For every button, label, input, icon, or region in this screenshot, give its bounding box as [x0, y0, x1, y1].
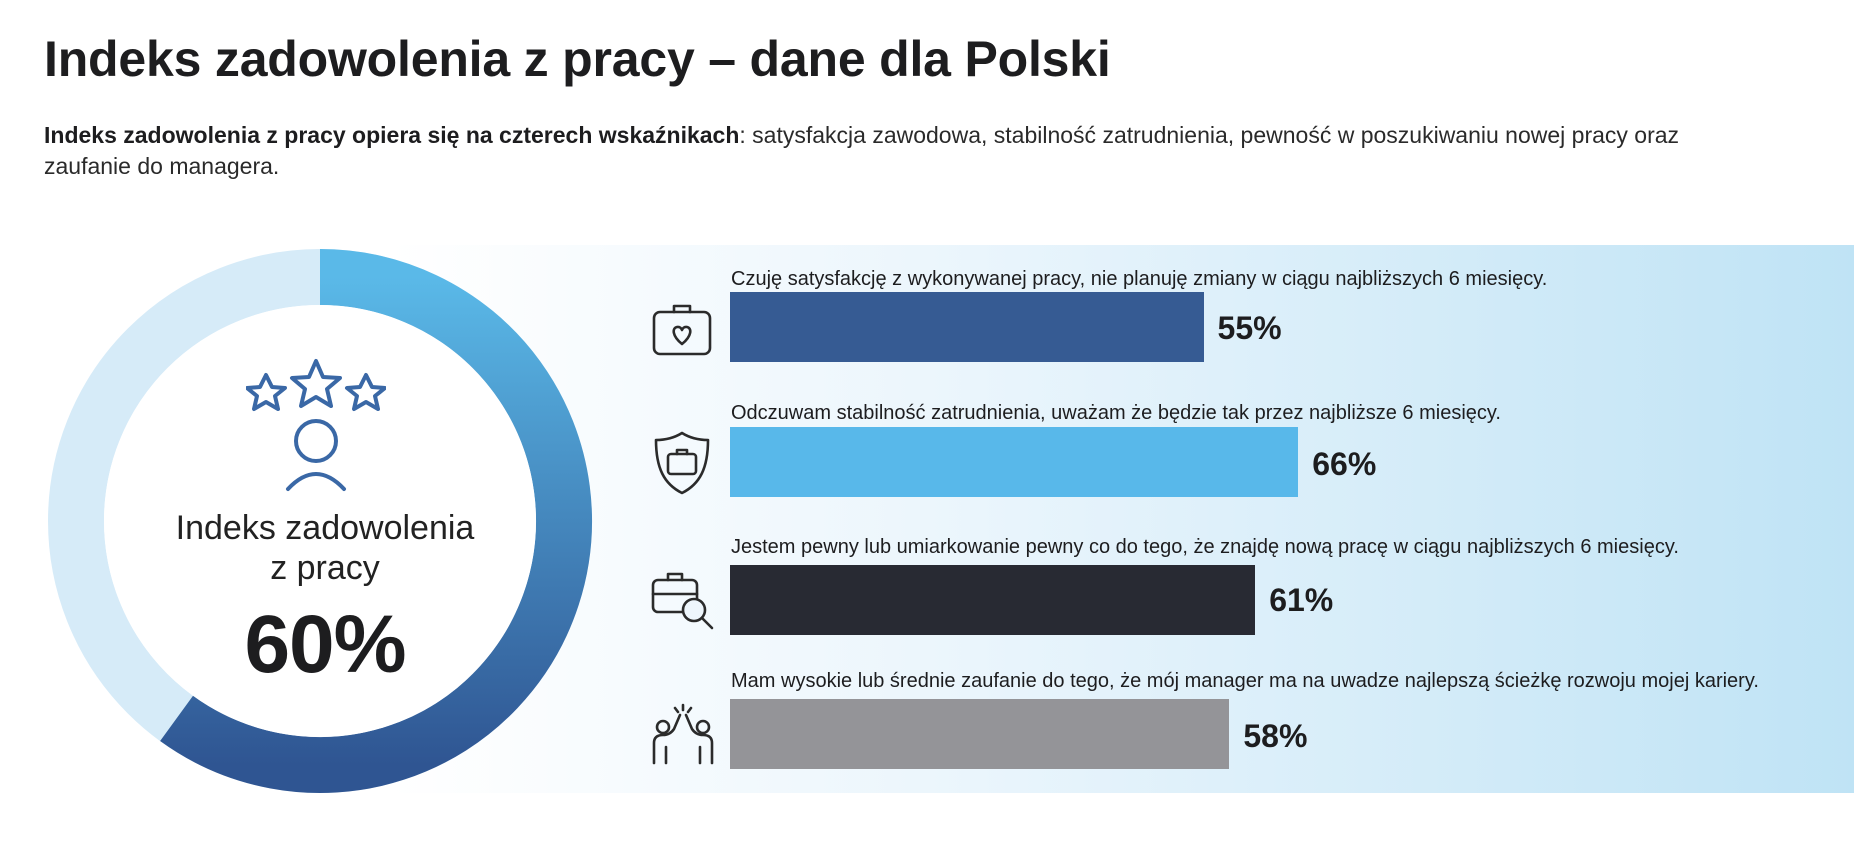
stars-person-icon: [246, 359, 386, 491]
bar-3: [730, 565, 1256, 635]
donut-inner: [104, 305, 536, 737]
donut-value: 60%: [244, 599, 406, 690]
donut-label-line1: Indeks zadowolenia: [175, 509, 475, 547]
donut-chart: [48, 249, 592, 793]
bar-label-2: Odczuwam stabilność zatrudnienia, uważam…: [731, 402, 1501, 424]
bar-label-4: Mam wysokie lub średnie zaufanie do tego…: [731, 670, 1759, 692]
donut-label: Indeks zadowolenia z pracy: [160, 508, 490, 588]
bar-label-3: Jestem pewny lub umiarkowanie pewny co d…: [731, 536, 1679, 558]
donut-value-arc: [160, 249, 592, 793]
bar-1: [730, 292, 1204, 362]
high-five-icon: [652, 703, 714, 765]
page-title: Indeks zadowolenia z pracy – dane dla Po…: [44, 31, 1111, 87]
intro-text: Indeks zadowolenia z pracy opiera się na…: [44, 120, 1764, 182]
intro-rest: : satysfakcja zawodowa, stabilność zatru…: [44, 122, 1680, 179]
bar-value-3: 61%: [1269, 582, 1334, 618]
bar-value-2: 66%: [1312, 446, 1377, 482]
briefcase-search-icon: [651, 572, 714, 630]
bar-value-1: 55%: [1217, 310, 1282, 346]
donut-label-line2: z pracy: [270, 549, 380, 587]
shield-briefcase-icon: [654, 431, 710, 495]
bar-2: [730, 427, 1299, 497]
bar-label-1: Czuję satysfakcję z wykonywanej pracy, n…: [731, 268, 1548, 290]
briefcase-heart-icon: [652, 304, 712, 356]
bar-value-4: 58%: [1243, 718, 1308, 754]
intro-bold: Indeks zadowolenia z pracy opiera się na…: [44, 122, 740, 148]
bar-4: [730, 699, 1230, 769]
